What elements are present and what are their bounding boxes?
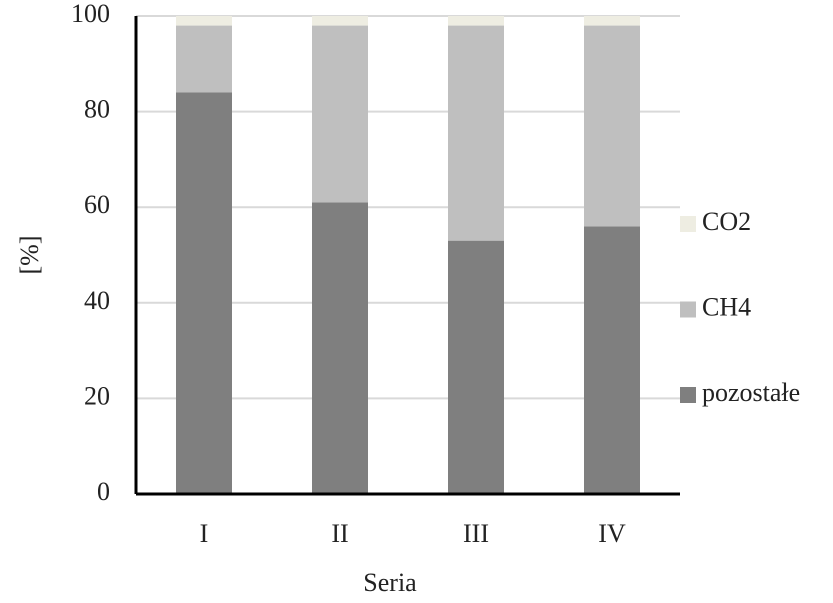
legend-swatch xyxy=(680,387,696,403)
bar-segment xyxy=(176,25,232,93)
y-tick-label: 20 xyxy=(84,381,110,410)
legend-swatch xyxy=(680,301,696,318)
y-tick-label: 80 xyxy=(84,95,110,124)
legend-swatch xyxy=(680,216,696,232)
x-axis-label: Seria xyxy=(363,568,417,597)
bar-segment xyxy=(584,226,640,494)
bar-segment xyxy=(448,16,504,26)
x-tick-label: III xyxy=(463,519,489,548)
y-tick-label: 0 xyxy=(97,477,110,506)
x-tick-label: IV xyxy=(598,519,626,548)
x-tick-label: II xyxy=(331,519,348,548)
legend-label: CH4 xyxy=(702,292,751,321)
bar-segment xyxy=(312,202,368,495)
bar-segment xyxy=(584,16,640,26)
legend-label: pozostałe xyxy=(702,378,800,407)
bar-segment xyxy=(312,25,368,203)
y-axis-label: [%] xyxy=(15,236,44,275)
bar-segment xyxy=(312,16,368,26)
bar-segment xyxy=(176,92,232,494)
bar-segment xyxy=(448,240,504,494)
bar-segment xyxy=(448,25,504,241)
legend-label: CO2 xyxy=(702,207,751,236)
bar-segment xyxy=(584,25,640,227)
y-tick-label: 60 xyxy=(84,190,110,219)
bar-segment xyxy=(176,16,232,26)
x-tick-label: I xyxy=(200,519,209,548)
y-tick-label: 100 xyxy=(71,0,110,28)
y-tick-label: 40 xyxy=(84,286,110,315)
